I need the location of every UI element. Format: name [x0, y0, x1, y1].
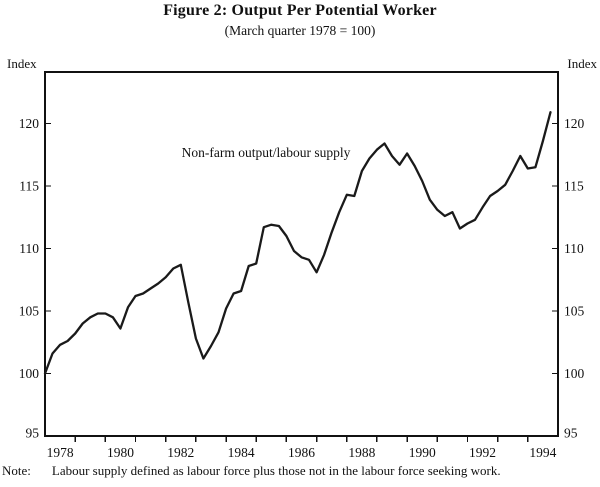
- y-tick-label-right: 105: [564, 304, 585, 319]
- y-tick-label-right: 120: [564, 116, 585, 131]
- figure-title: Figure 2: Output Per Potential Worker: [163, 2, 437, 19]
- y-tick-label-left: 105: [19, 304, 40, 319]
- footnote-label: Note:: [2, 463, 31, 478]
- y-tick-label-left: 110: [19, 241, 39, 256]
- x-tick-label: 1990: [409, 445, 436, 460]
- y-tick-label-left: 120: [19, 116, 40, 131]
- footnote-text: Labour supply defined as labour force pl…: [51, 463, 501, 478]
- x-tick-label: 1978: [47, 445, 74, 460]
- y-axis-title-right: Index: [567, 56, 597, 71]
- x-tick-label: 1994: [529, 445, 556, 460]
- y-tick-label-left: 95: [26, 426, 40, 441]
- x-tick-label: 1984: [228, 445, 255, 460]
- x-tick-label: 1980: [107, 445, 134, 460]
- x-tick-label: 1986: [288, 445, 315, 460]
- x-tick-label: 1992: [469, 445, 496, 460]
- y-tick-label-right: 95: [564, 426, 578, 441]
- y-tick-label-left: 100: [19, 366, 40, 381]
- y-tick-label-right: 100: [564, 366, 585, 381]
- y-tick-label-right: 110: [564, 241, 584, 256]
- x-tick-label: 1988: [348, 445, 375, 460]
- y-tick-label-right: 115: [564, 179, 584, 194]
- footnote: Note: Labour supply defined as labour fo…: [2, 463, 598, 479]
- y-tick-label-left: 115: [19, 179, 39, 194]
- data-line: [43, 111, 552, 375]
- x-tick-label: 1982: [167, 445, 194, 460]
- plot-frame: [44, 71, 559, 437]
- figure-subtitle: (March quarter 1978 = 100): [224, 23, 376, 38]
- series-annotation: Non-farm output/labour supply: [182, 145, 351, 160]
- y-axis-title-left: Index: [7, 56, 37, 71]
